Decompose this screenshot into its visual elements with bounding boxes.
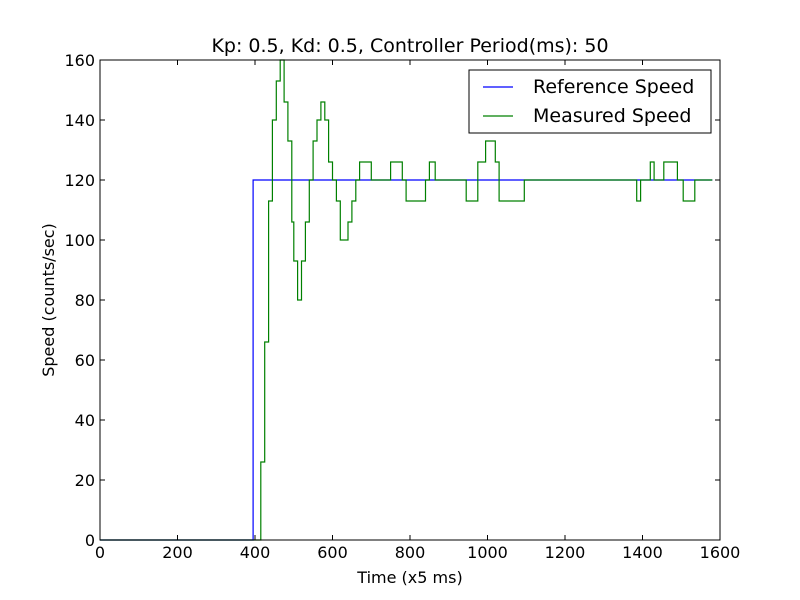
- legend-label-measured: Measured Speed: [533, 105, 691, 127]
- series-line-reference-speed: [100, 179, 713, 541]
- x-tick-label-1200: 1200: [545, 543, 586, 562]
- y-tick-label-100: 100: [64, 231, 95, 250]
- chart-title: Kp: 0.5, Kd: 0.5, Controller Period(ms):…: [211, 35, 608, 57]
- x-tick-label-400: 400: [240, 543, 271, 562]
- legend-label-reference: Reference Speed: [533, 76, 694, 98]
- x-tick-label-1400: 1400: [622, 543, 663, 562]
- x-tick-label-600: 600: [317, 543, 348, 562]
- y-tick-label-140: 140: [64, 111, 95, 130]
- x-axis-ticks: 0 200 400 600 800 1000 1200 1400 1600: [95, 60, 740, 562]
- legend-box: [468, 69, 712, 134]
- series-line-measured-speed: [100, 59, 713, 541]
- y-axis-ticks: 0 20 40 60 80 100 120 140 160: [64, 51, 720, 550]
- x-tick-label-800: 800: [395, 543, 426, 562]
- y-tick-label-160: 160: [64, 51, 95, 70]
- y-tick-label-80: 80: [75, 291, 95, 310]
- x-tick-label-0: 0: [95, 543, 105, 562]
- y-tick-label-20: 20: [75, 471, 95, 490]
- x-tick-label-200: 200: [162, 543, 193, 562]
- legend: Reference Speed Measured Speed: [468, 69, 712, 134]
- x-tick-label-1000: 1000: [467, 543, 508, 562]
- y-tick-label-40: 40: [75, 411, 95, 430]
- x-axis-label: Time (x5 ms): [356, 568, 462, 587]
- y-tick-label-120: 120: [64, 171, 95, 190]
- y-tick-label-60: 60: [75, 351, 95, 370]
- x-tick-label-1600: 1600: [700, 543, 741, 562]
- y-tick-label-0: 0: [85, 531, 95, 550]
- y-axis-label: Speed (counts/sec): [39, 223, 58, 377]
